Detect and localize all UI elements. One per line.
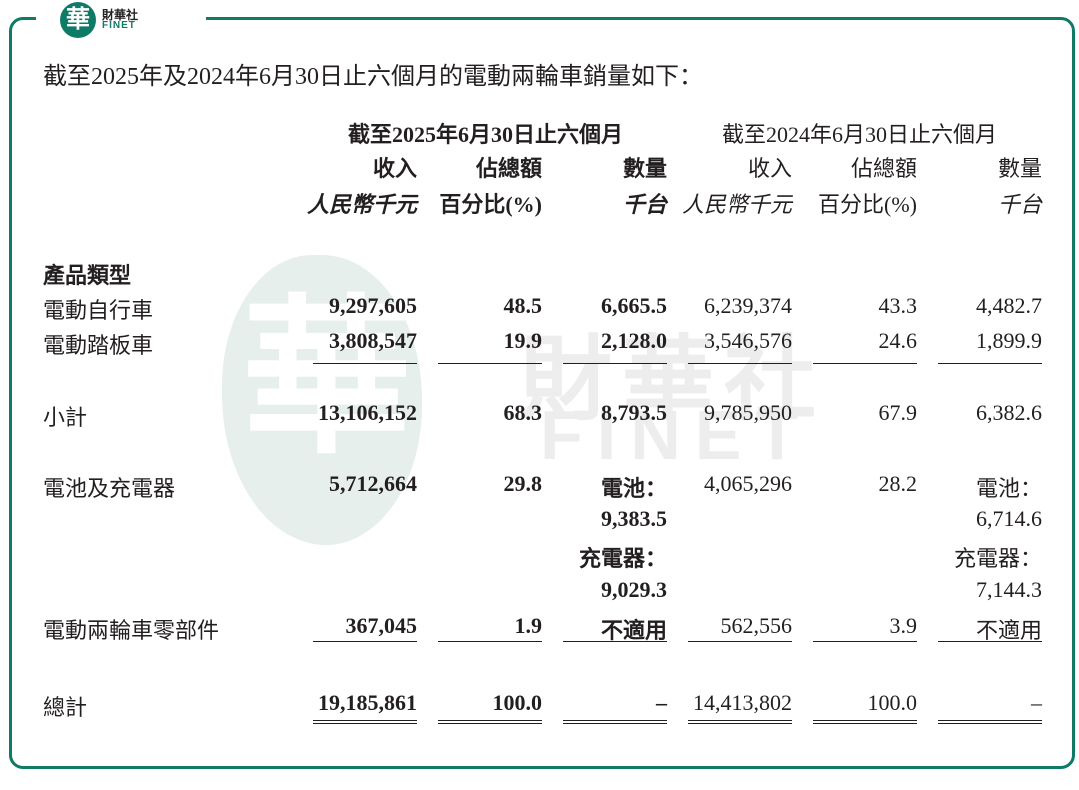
cell-pct25: 1.9: [514, 613, 543, 638]
cell-vol24-battery: 6,714.6: [976, 506, 1042, 531]
total-rule: [938, 641, 1042, 642]
cell-pct24: 28.2: [878, 471, 918, 496]
cell-vol25-charger-label: 充電器：: [578, 546, 667, 571]
total-double-rule: [313, 720, 417, 724]
content-frame: [9, 17, 1075, 769]
cell-vol25-battery: 9,383.5: [601, 506, 667, 531]
cell-vol25: 2,128.0: [601, 328, 667, 353]
cell-vol24-total: –: [1031, 690, 1042, 715]
cell-vol24-battery-label: 電池：: [975, 476, 1042, 501]
subtotal-rule: [688, 363, 792, 364]
subtotal-rule: [938, 363, 1042, 364]
total-rule: [813, 641, 917, 642]
cell-vol25: 6,665.5: [601, 293, 667, 318]
total-rule: [313, 641, 417, 642]
row-label: 電池及充電器: [43, 476, 176, 501]
subtotal-rule: [313, 363, 417, 364]
cell-vol24: 1,899.9: [976, 328, 1042, 353]
col-share-2025: 佔總額: [475, 156, 542, 181]
cell-pct24: 24.6: [878, 328, 918, 353]
total-rule: [438, 641, 542, 642]
col-revenue-2024: 收入: [747, 156, 792, 181]
logo-name-en: FINET: [102, 20, 136, 31]
unit-revenue-2024: 人民幣千元: [681, 192, 792, 217]
cell-vol25: 8,793.5: [601, 400, 667, 425]
unit-share-2024: 百分比(%): [818, 192, 917, 217]
finet-logo: 華 財華社 FINET: [36, 0, 206, 40]
cell-pct24: 3.9: [889, 613, 918, 638]
total-double-rule: [938, 720, 1042, 724]
cell-rev25: 5,712,664: [329, 471, 417, 496]
total-double-rule: [688, 720, 792, 724]
total-double-rule: [563, 720, 667, 724]
total-double-rule: [813, 720, 917, 724]
unit-share-2025: 百分比(%): [439, 192, 542, 217]
cell-vol24-charger: 7,144.3: [976, 577, 1042, 602]
cell-rev24: 6,239,374: [704, 293, 792, 318]
cell-rev25: 13,106,152: [318, 400, 417, 425]
cell-rev24: 4,065,296: [704, 471, 792, 496]
row-label: 電動兩輪車零部件: [43, 618, 220, 643]
total-double-rule: [438, 720, 542, 724]
section-label: 產品類型: [43, 263, 132, 288]
cell-rev24: 9,785,950: [704, 400, 792, 425]
cell-pct24-total: 100.0: [867, 690, 918, 715]
cell-pct25: 48.5: [503, 293, 543, 318]
cell-pct24: 67.9: [878, 400, 918, 425]
cell-vol24-charger-label: 充電器：: [953, 546, 1042, 571]
cell-vol25-battery-label: 電池：: [600, 476, 667, 501]
logo-name-cn: 財華社: [102, 8, 139, 22]
col-revenue-2025: 收入: [372, 156, 417, 181]
cell-pct25: 68.3: [503, 400, 543, 425]
cell-vol25-charger: 9,029.3: [601, 577, 667, 602]
col-volume-2024: 數量: [997, 156, 1042, 181]
subtotal-rule: [813, 363, 917, 364]
unit-volume-2025: 千台: [622, 192, 667, 217]
watermark-text-en: FINET: [540, 396, 813, 474]
cell-pct24: 43.3: [878, 293, 918, 318]
row-label: 電動踏板車: [43, 333, 154, 358]
col-volume-2025: 數量: [622, 156, 667, 181]
cell-pct25: 29.8: [503, 471, 543, 496]
cell-vol24: 6,382.6: [976, 400, 1042, 425]
row-label: 小計: [43, 405, 88, 430]
period-2024-header: 截至2024年6月30日止六個月: [722, 122, 998, 147]
cell-vol25: 不適用: [600, 618, 667, 643]
row-label-total: 總計: [43, 695, 88, 720]
cell-rev25-total: 19,185,861: [318, 690, 417, 715]
row-label: 電動自行車: [43, 298, 154, 323]
unit-volume-2024: 千台: [997, 192, 1042, 217]
watermark-seal-icon: 華: [222, 255, 422, 545]
cell-rev25: 9,297,605: [329, 293, 417, 318]
cell-rev24: 562,556: [720, 613, 793, 638]
total-rule: [688, 641, 792, 642]
col-share-2024: 佔總額: [850, 156, 917, 181]
watermark-text-cn: 財華社: [520, 326, 827, 433]
logo-mark-icon: 華: [60, 2, 96, 38]
total-rule: [563, 641, 667, 642]
cell-rev24: 3,546,576: [704, 328, 792, 353]
cell-pct25: 19.9: [503, 328, 543, 353]
unit-revenue-2025: 人民幣千元: [306, 192, 417, 217]
subtotal-rule: [438, 363, 542, 364]
cell-vol24: 不適用: [975, 618, 1042, 643]
cell-rev25: 367,045: [345, 613, 418, 638]
cell-vol25-total: –: [656, 690, 667, 715]
cell-rev24-total: 14,413,802: [693, 690, 792, 715]
page-heading: 截至2025年及2024年6月30日止六個月的電動兩輪車銷量如下：: [43, 64, 703, 90]
subtotal-rule: [563, 363, 667, 364]
period-2025-header: 截至2025年6月30日止六個月: [348, 122, 624, 147]
cell-pct25-total: 100.0: [492, 690, 543, 715]
cell-rev25: 3,808,547: [329, 328, 417, 353]
cell-vol24: 4,482.7: [976, 293, 1042, 318]
